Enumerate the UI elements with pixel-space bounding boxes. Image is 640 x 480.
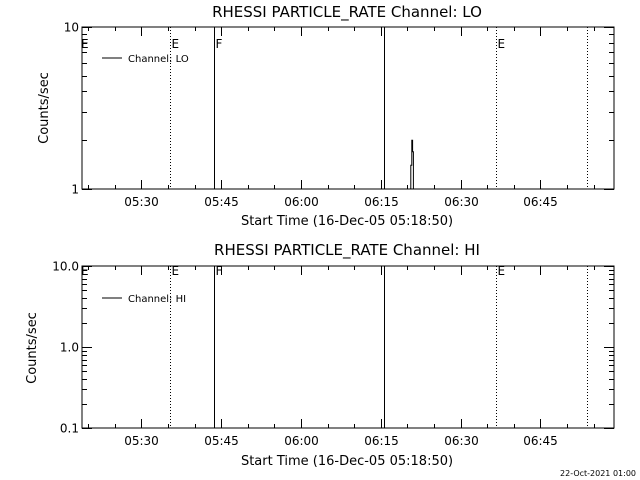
panel-hi-legend: Channel: HI	[102, 294, 186, 305]
panel-lo-title: RHESSI PARTICLE_RATE Channel: LO	[212, 3, 482, 22]
panel-hi-legend-label: Channel: HI	[128, 294, 186, 305]
panel-hi-y-tick-label-0: 0.1	[60, 422, 79, 436]
panel-hi-y-tick-label-2: 10.0	[52, 260, 79, 274]
panel-lo-y-tick-label-0: 1	[71, 183, 79, 197]
panel-lo-axes-frame	[81, 26, 615, 190]
panel-hi-y-tick-label-1: 1.0	[60, 341, 79, 355]
panel-lo-x-axis-label: Start Time (16-Dec-05 05:18:50)	[241, 214, 453, 229]
panel-hi-x-tick-label-0: 05:30	[124, 434, 159, 448]
panel-lo-x-tick-label-1: 05:45	[204, 195, 239, 209]
panel-lo-edge-label: E	[81, 37, 89, 51]
panel-lo-x-tick-label-4: 06:30	[444, 195, 479, 209]
panel-lo-legend: Channel: LO	[102, 54, 189, 65]
panel-hi-event-label-3: E	[498, 264, 506, 278]
panel-hi-x-tick-label-4: 06:30	[444, 434, 479, 448]
panel-lo-series-line-0	[410, 139, 414, 189]
panel-lo-legend-label: Channel: LO	[128, 54, 189, 65]
panel-hi-x-tick-label-5: 06:45	[523, 434, 558, 448]
panel-lo: RHESSI PARTICLE_RATE Channel: LO 1 10 05:…	[37, 3, 615, 229]
panel-lo-event-label-0: E	[172, 37, 180, 51]
panel-lo-event-label-1: F	[216, 37, 223, 51]
panel-lo-event-label-3: E	[498, 37, 506, 51]
panel-hi: RHESSI PARTICLE_RATE Channel: HI 0.1 1.0 1…	[25, 241, 615, 469]
panel-lo-x-tick-label-2: 06:00	[284, 195, 319, 209]
panel-lo-x-tick-label-0: 05:30	[124, 195, 159, 209]
panel-hi-x-tick-label-3: 06:15	[364, 434, 399, 448]
panel-hi-event-label-0: E	[172, 264, 180, 278]
panel-hi-x-tick-label-1: 05:45	[204, 434, 239, 448]
panel-hi-x-tick-label-2: 06:00	[284, 434, 319, 448]
panel-hi-x-axis-label: Start Time (16-Dec-05 05:18:50)	[241, 454, 453, 469]
panel-hi-title: RHESSI PARTICLE_RATE Channel: HI	[214, 241, 480, 260]
panel-hi-event-label-1: F	[216, 264, 223, 278]
panel-hi-edge-label: E	[81, 264, 89, 278]
panel-lo-x-tick-label-5: 06:45	[523, 195, 558, 209]
panel-hi-y-axis-label: Counts/sec	[25, 312, 40, 384]
panel-lo-y-tick-label-1: 10	[64, 21, 79, 35]
panel-lo-x-tick-label-3: 06:15	[364, 195, 399, 209]
panel-lo-y-axis-label: Counts/sec	[37, 72, 52, 144]
panel-hi-axes-frame	[81, 265, 615, 429]
generation-timestamp: 22-Oct-2021 01:00	[560, 469, 636, 478]
